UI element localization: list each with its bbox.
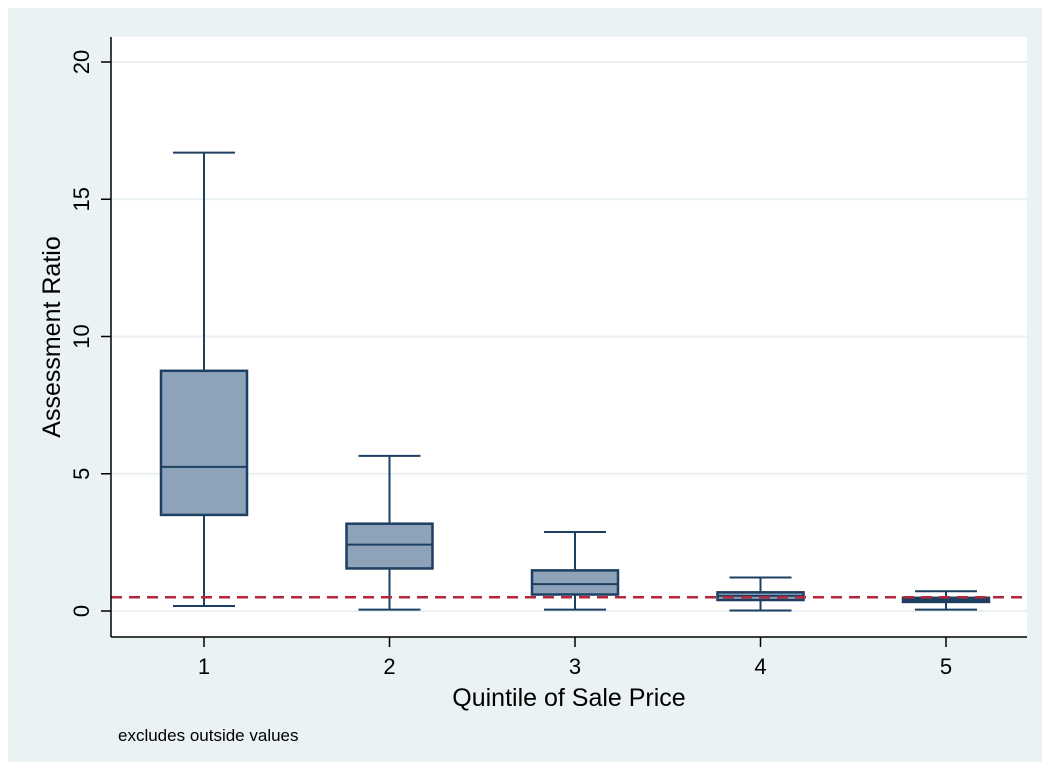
x-tick-label: 2 (383, 654, 395, 679)
y-ticks: 0 5 10 15 20 (69, 50, 111, 617)
y-tick-label: 15 (69, 187, 94, 211)
y-tick-label: 0 (69, 605, 94, 617)
gridlines (111, 61, 1027, 612)
x-tick-label: 1 (198, 654, 210, 679)
x-tick-label: 4 (754, 654, 766, 679)
box-q3 (530, 569, 620, 596)
boxes-group (159, 151, 991, 612)
y-tick-label: 20 (69, 50, 94, 74)
x-tick-label: 3 (569, 654, 581, 679)
x-ticks: 1 2 3 4 5 (198, 637, 952, 679)
box-plot-chart: 0 5 10 15 20 1 2 3 4 5 Quintile of Sale Price As… (38, 37, 1027, 745)
box-q1 (159, 369, 249, 517)
chart-panel: 0 5 10 15 20 1 2 3 4 5 Quintile of Sale Price As… (8, 8, 1042, 762)
y-axis-title: Assessment Ratio (38, 236, 66, 437)
chart-note: excludes outside values (118, 726, 299, 745)
y-tick-label: 5 (69, 468, 94, 480)
x-axis-title: Quintile of Sale Price (452, 684, 685, 712)
y-tick-label: 10 (69, 324, 94, 348)
box-q2 (345, 522, 434, 570)
x-tick-label: 5 (940, 654, 952, 679)
